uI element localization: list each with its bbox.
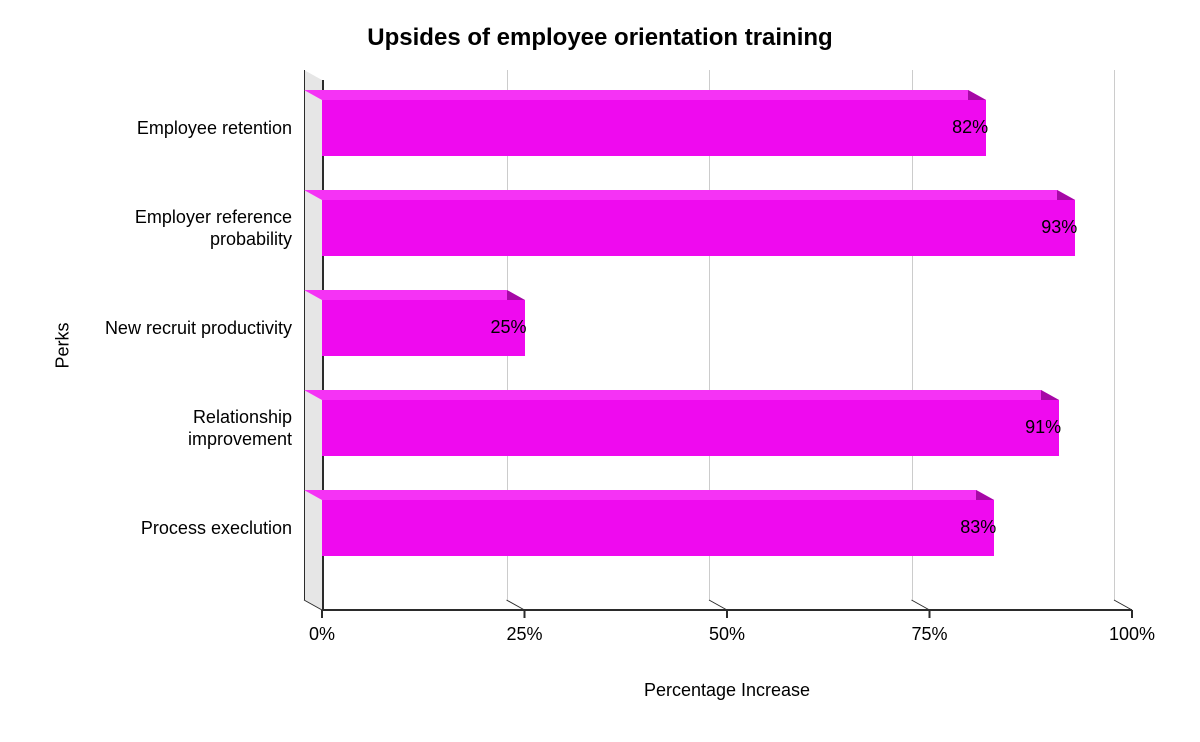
bar-value-label: 25% <box>467 317 527 338</box>
category-label: Relationship improvement <box>100 404 292 452</box>
x-tick-label: 75% <box>900 624 960 645</box>
bar-top-face <box>304 490 994 500</box>
bar-top-face <box>304 190 1075 200</box>
bar-value-label: 82% <box>928 117 988 138</box>
bar-value-label: 93% <box>1017 217 1077 238</box>
y-axis-title: Perks <box>53 322 74 368</box>
gridline <box>304 70 305 600</box>
chart-container: Upsides of employee orientation training… <box>0 0 1200 742</box>
category-label: Employee retention <box>100 104 292 152</box>
category-label: Employer reference probability <box>100 204 292 252</box>
bar-value-label: 83% <box>936 517 996 538</box>
category-label: New recruit productivity <box>100 304 292 352</box>
bar <box>322 200 1075 256</box>
x-tick-label: 25% <box>495 624 555 645</box>
bar-top-face <box>304 290 525 300</box>
gridline <box>1114 70 1115 600</box>
bar <box>322 500 994 556</box>
x-tick-label: 100% <box>1102 624 1162 645</box>
x-axis-title: Percentage Increase <box>322 680 1132 701</box>
category-label: Process execlution <box>100 504 292 552</box>
plot-area: 0%25%50%75%100%82%Employee retention93%E… <box>322 80 1132 610</box>
x-tick-label: 50% <box>697 624 757 645</box>
chart-title: Upsides of employee orientation training <box>0 24 1200 52</box>
x-axis-line <box>322 609 1132 611</box>
back-wall <box>304 70 322 610</box>
bar <box>322 400 1059 456</box>
bar-value-label: 91% <box>1001 417 1061 438</box>
bar <box>322 100 986 156</box>
bar-top-face <box>304 390 1059 400</box>
x-tick-label: 0% <box>292 624 352 645</box>
bar-top-face <box>304 90 986 100</box>
